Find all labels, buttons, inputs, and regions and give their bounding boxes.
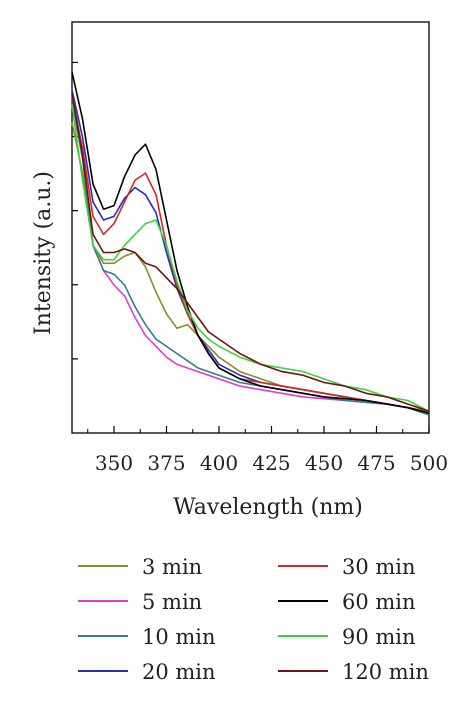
x-tick-label: 425 xyxy=(252,451,290,475)
x-tick-label: 500 xyxy=(410,451,448,475)
series-line-5-min xyxy=(71,93,430,416)
legend-label: 3 min xyxy=(142,555,202,579)
x-tick-label: 350 xyxy=(95,451,133,475)
series-line-60-min xyxy=(71,71,430,414)
x-tick-label: 450 xyxy=(305,451,343,475)
y-axis-title: Intensity (a.u.) xyxy=(31,171,56,335)
series-line-20-min xyxy=(71,89,430,414)
legend-label: 90 min xyxy=(342,625,416,649)
legend-label: 20 min xyxy=(142,660,216,684)
legend-label: 10 min xyxy=(142,625,216,649)
legend: 3 min 5 min 10 min 20 min 30 min 60 min 90 min… xyxy=(78,555,429,684)
series-line-120-min xyxy=(71,93,430,413)
x-tick-label: 475 xyxy=(357,451,395,475)
legend-label: 30 min xyxy=(342,555,416,579)
series-line-90-min xyxy=(71,104,430,413)
axes: 350 375 400 425 450 475 500 xyxy=(71,21,448,475)
series-lines xyxy=(71,71,430,416)
series-line-10-min xyxy=(71,100,430,416)
legend-label: 60 min xyxy=(342,590,416,614)
series-line-3-min xyxy=(71,122,430,413)
x-tick-label: 375 xyxy=(147,451,185,475)
legend-label: 120 min xyxy=(342,660,429,684)
x-axis-title: Wavelength (nm) xyxy=(173,495,363,520)
plot-frame xyxy=(71,21,430,434)
x-tick-label: 400 xyxy=(200,451,238,475)
legend-label: 5 min xyxy=(142,590,202,614)
